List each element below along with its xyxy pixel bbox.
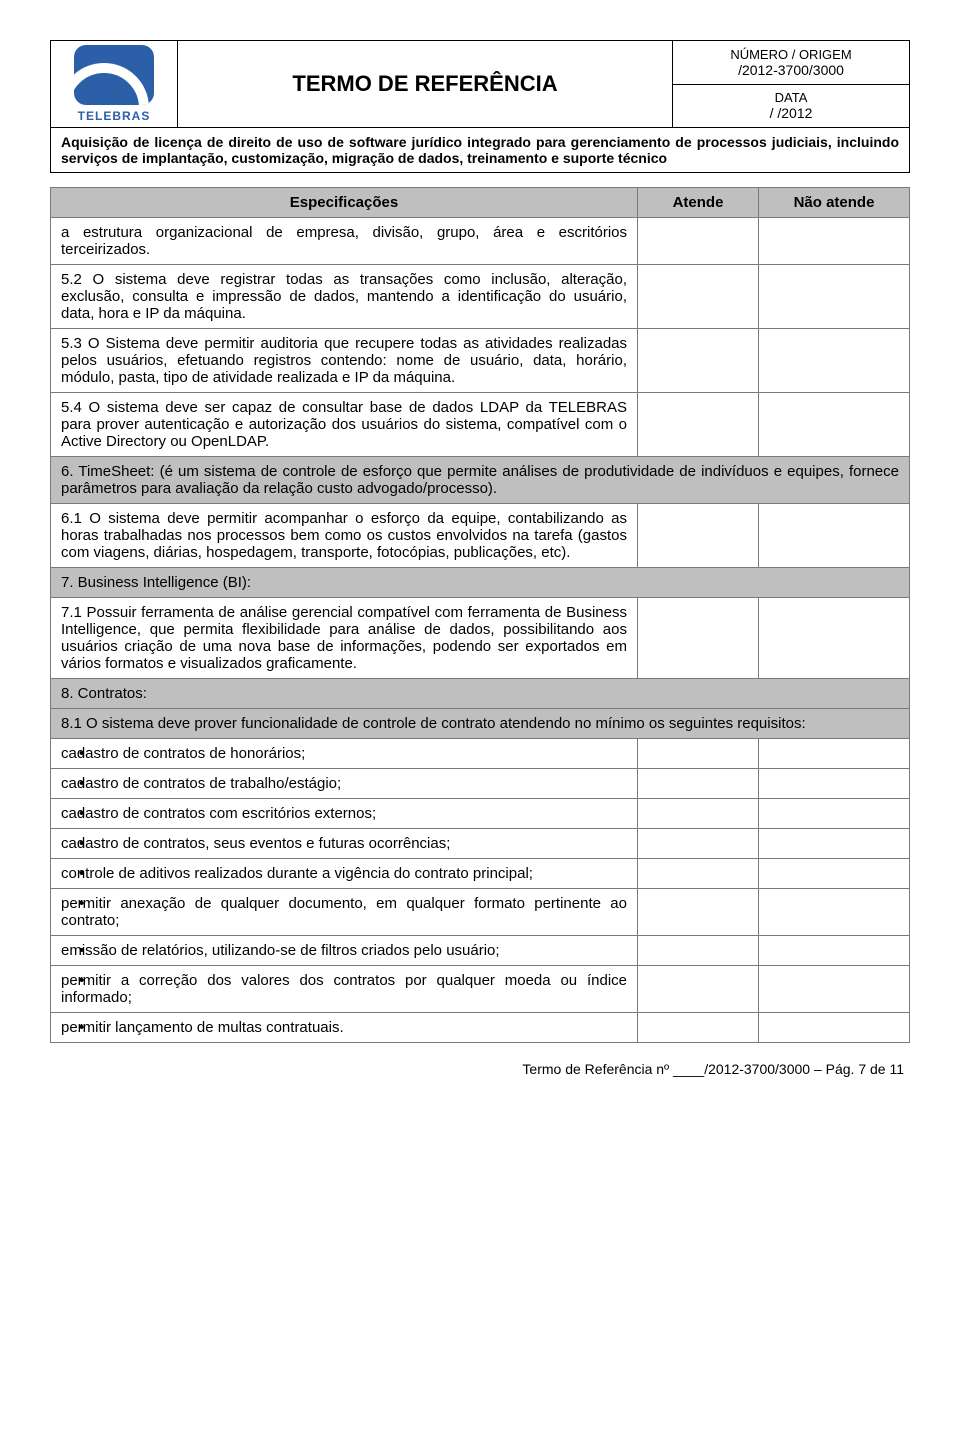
document-header: TELEBRAS TERMO DE REFERÊNCIA NÚMERO / OR…: [50, 40, 910, 173]
data-label: DATA: [681, 90, 901, 105]
col-spec-header: Especificações: [51, 188, 638, 218]
atende-cell: [638, 799, 759, 829]
atende-cell: [638, 966, 759, 1013]
numero-label: NÚMERO / ORIGEM: [681, 47, 901, 62]
nao-atende-cell: [759, 598, 910, 679]
section-6-header: 6. TimeSheet: (é um sistema de controle …: [51, 457, 910, 504]
nao-atende-cell: [759, 1013, 910, 1043]
document-page: TELEBRAS TERMO DE REFERÊNCIA NÚMERO / OR…: [0, 0, 960, 1117]
bullet-item: controle de aditivos realizados durante …: [51, 859, 638, 889]
page-footer: Termo de Referência nº ____/2012-3700/30…: [50, 1061, 910, 1077]
nao-atende-cell: [759, 936, 910, 966]
atende-cell: [638, 859, 759, 889]
table-row: 5.2 O sistema deve registrar todas as tr…: [51, 265, 638, 329]
document-subtitle: Aquisição de licença de direito de uso d…: [51, 128, 910, 173]
nao-atende-cell: [759, 889, 910, 936]
bullet-item: cadastro de contratos de honorários;: [51, 739, 638, 769]
atende-cell: [638, 504, 759, 568]
nao-atende-cell: [759, 769, 910, 799]
data-cell: DATA / /2012: [673, 84, 910, 128]
table-row: 7.1 Possuir ferramenta de análise gerenc…: [51, 598, 638, 679]
logo-cell: TELEBRAS: [51, 41, 178, 128]
col-atende-header: Atende: [638, 188, 759, 218]
atende-cell: [638, 889, 759, 936]
nao-atende-cell: [759, 739, 910, 769]
bullet-item: cadastro de contratos com escritórios ex…: [51, 799, 638, 829]
col-nao-header: Não atende: [759, 188, 910, 218]
section-8-header: 8. Contratos:: [51, 679, 910, 709]
table-row: a estrutura organizacional de empresa, d…: [51, 218, 638, 265]
table-row: 5.3 O Sistema deve permitir auditoria qu…: [51, 329, 638, 393]
bullet-item: emissão de relatórios, utilizando-se de …: [51, 936, 638, 966]
atende-cell: [638, 1013, 759, 1043]
nao-atende-cell: [759, 504, 910, 568]
logo-text: TELEBRAS: [59, 109, 169, 123]
nao-atende-cell: [759, 218, 910, 265]
atende-cell: [638, 598, 759, 679]
nao-atende-cell: [759, 393, 910, 457]
telebras-logo-icon: [74, 45, 154, 105]
numero-origem-cell: NÚMERO / ORIGEM /2012-3700/3000: [673, 41, 910, 85]
atende-cell: [638, 265, 759, 329]
nao-atende-cell: [759, 966, 910, 1013]
data-value: / /2012: [681, 105, 901, 121]
section-7-header: 7. Business Intelligence (BI):: [51, 568, 910, 598]
row-8-1: 8.1 O sistema deve prover funcionalidade…: [51, 709, 910, 739]
atende-cell: [638, 739, 759, 769]
nao-atende-cell: [759, 265, 910, 329]
atende-cell: [638, 218, 759, 265]
bullet-item: permitir anexação de qualquer documento,…: [51, 889, 638, 936]
table-row: 6.1 O sistema deve permitir acompanhar o…: [51, 504, 638, 568]
specifications-table: Especificações Atende Não atende a estru…: [50, 187, 910, 1043]
bullet-item: permitir a correção dos valores dos cont…: [51, 966, 638, 1013]
table-row: 5.4 O sistema deve ser capaz de consulta…: [51, 393, 638, 457]
bullet-item: cadastro de contratos de trabalho/estági…: [51, 769, 638, 799]
atende-cell: [638, 936, 759, 966]
bullet-item: cadastro de contratos, seus eventos e fu…: [51, 829, 638, 859]
atende-cell: [638, 829, 759, 859]
bullet-item: permitir lançamento de multas contratuai…: [51, 1013, 638, 1043]
nao-atende-cell: [759, 799, 910, 829]
atende-cell: [638, 393, 759, 457]
atende-cell: [638, 329, 759, 393]
atende-cell: [638, 769, 759, 799]
numero-value: /2012-3700/3000: [681, 62, 901, 78]
nao-atende-cell: [759, 829, 910, 859]
document-title: TERMO DE REFERÊNCIA: [178, 41, 673, 128]
nao-atende-cell: [759, 329, 910, 393]
nao-atende-cell: [759, 859, 910, 889]
